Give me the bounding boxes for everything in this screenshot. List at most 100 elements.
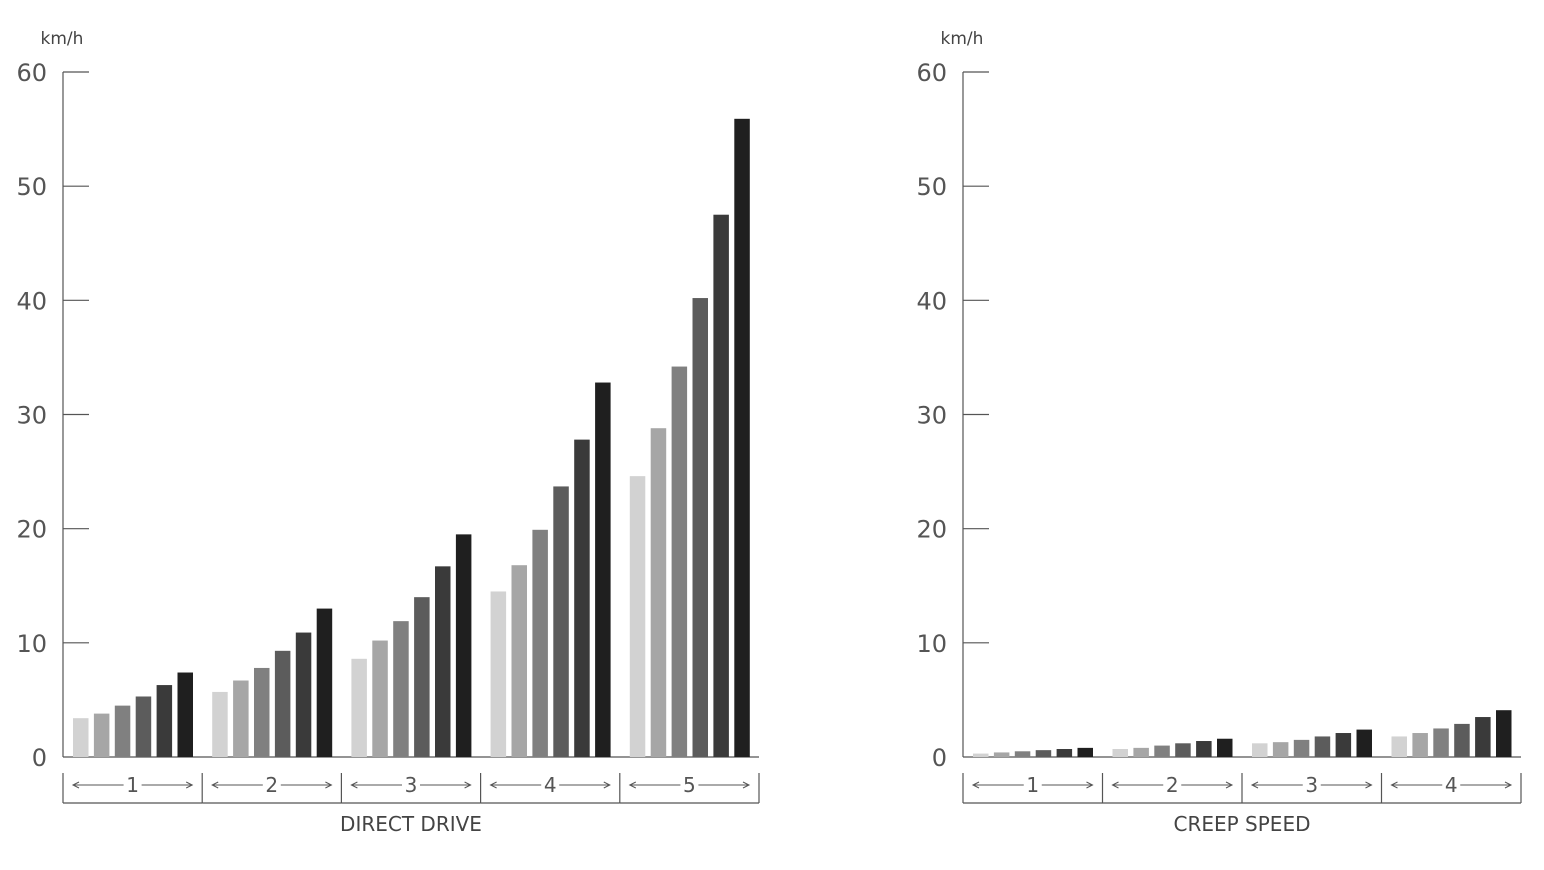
- y-tick-label: 50: [16, 173, 47, 201]
- bar-group-1-series-5: [156, 685, 173, 757]
- arrowhead-right: [325, 781, 333, 789]
- arrowhead-right: [464, 781, 472, 789]
- arrowhead-left: [1111, 781, 1119, 789]
- bar-group-5-series-5: [713, 214, 729, 758]
- bar-group-4-series-4: [1454, 723, 1470, 757]
- bar-group-4-series-6: [1496, 710, 1512, 757]
- unit-label: km/h: [41, 29, 84, 49]
- y-tick-label: 50: [916, 173, 947, 201]
- arrowhead-right: [1365, 781, 1373, 789]
- bar-group-1-series-6: [1077, 747, 1093, 757]
- bar-group-2-series-4: [1175, 743, 1191, 757]
- creep-speed-chart: km/h 0 10 20 30 40 50 60 1 2 3 4 CREEP SPEED: [916, 29, 1522, 836]
- bar-group-2-series-3: [254, 667, 270, 757]
- bar-group-1-series-6: [177, 672, 193, 757]
- direct-drive-chart: km/h 0 10 20 30 40 50 60 1 2 3 4 5 DIRECT DRIVE: [16, 29, 760, 836]
- y-tick-label: 60: [916, 59, 947, 87]
- bar-group-2-series-2: [233, 680, 249, 757]
- y-tick-label: 20: [16, 516, 47, 544]
- bar-group-1-series-2: [93, 713, 110, 757]
- arrowhead-left: [71, 781, 80, 789]
- bar-group-2-series-1: [212, 691, 228, 757]
- arrowhead-left: [350, 781, 358, 789]
- bar-group-4-series-3: [532, 529, 548, 757]
- arrowhead-right: [742, 781, 751, 789]
- y-tick-label: 10: [16, 630, 47, 658]
- arrowhead-right: [603, 781, 611, 789]
- bar-group-4-series-5: [574, 439, 590, 757]
- bar-group-2-series-1: [1112, 749, 1128, 757]
- bar-group-3-series-5: [1335, 733, 1352, 757]
- arrowhead-right: [1086, 781, 1094, 789]
- bar-group-4-series-2: [1412, 733, 1428, 757]
- bar-group-4-series-4: [553, 486, 569, 757]
- bar-group-5-series-2: [650, 428, 667, 757]
- group-label: 3: [1305, 773, 1318, 797]
- arrowhead-left: [211, 781, 219, 789]
- group-label: 1: [126, 773, 139, 797]
- bar-group-4-series-2: [511, 565, 527, 757]
- group-label: 4: [544, 773, 557, 797]
- bar-group-1-series-5: [1056, 749, 1073, 757]
- y-tick-label: 0: [932, 744, 947, 772]
- y-tick-label: 20: [916, 516, 947, 544]
- arrowhead-right: [185, 781, 194, 789]
- bar-group-2-series-6: [1217, 738, 1233, 757]
- bar-group-5-series-1: [629, 476, 646, 757]
- bar-group-4-series-6: [595, 382, 611, 757]
- x-axis-title: DIRECT DRIVE: [340, 812, 482, 836]
- y-tick-label: 60: [16, 59, 47, 87]
- x-axis-title: CREEP SPEED: [1174, 812, 1311, 836]
- group-label: 2: [265, 773, 278, 797]
- arrowhead-left: [489, 781, 497, 789]
- bar-group-2-series-4: [274, 650, 291, 757]
- bar-group-3-series-5: [435, 566, 451, 757]
- group-label: 1: [1026, 773, 1039, 797]
- bar-group-5-series-4: [692, 298, 708, 757]
- unit-label: km/h: [941, 29, 984, 49]
- bar-group-4-series-3: [1433, 728, 1449, 757]
- bar-group-3-series-1: [351, 658, 367, 757]
- bar-group-1-series-1: [73, 718, 89, 757]
- group-label: 3: [405, 773, 418, 797]
- bar-group-3-series-4: [1314, 736, 1331, 757]
- bar-group-2-series-6: [316, 608, 333, 757]
- bar-group-3-series-3: [1293, 739, 1310, 757]
- bar-group-1-series-2: [993, 752, 1010, 757]
- arrowhead-left: [971, 781, 980, 789]
- bar-group-2-series-3: [1154, 745, 1170, 757]
- y-tick-label: 30: [16, 402, 47, 430]
- group-label: 5: [683, 773, 696, 797]
- bar-group-3-series-6: [1356, 729, 1372, 757]
- bar-group-5-series-6: [734, 118, 750, 757]
- bar-group-3-series-3: [393, 621, 409, 757]
- bar-group-5-series-3: [671, 366, 688, 757]
- arrowhead-right: [1504, 781, 1513, 789]
- bar-group-2-series-2: [1133, 747, 1149, 757]
- y-tick-label: 40: [916, 287, 947, 315]
- bar-group-4-series-1: [490, 591, 507, 757]
- bar-group-3-series-1: [1252, 743, 1268, 757]
- group-label: 2: [1166, 773, 1179, 797]
- group-label: 4: [1445, 773, 1458, 797]
- bar-group-1-series-4: [135, 696, 152, 757]
- bar-group-1-series-4: [1035, 750, 1052, 757]
- bar-group-3-series-4: [414, 597, 430, 757]
- arrowhead-left: [628, 781, 637, 789]
- bar-group-3-series-2: [1272, 742, 1289, 757]
- arrowhead-right: [1225, 781, 1234, 789]
- arrowhead-left: [1250, 781, 1259, 789]
- arrowhead-left: [1390, 781, 1398, 789]
- bar-group-1-series-3: [1014, 751, 1031, 757]
- bar-group-3-series-2: [372, 640, 388, 757]
- y-tick-label: 10: [916, 630, 947, 658]
- y-tick-label: 30: [916, 402, 947, 430]
- bar-group-2-series-5: [1196, 741, 1212, 757]
- bar-group-2-series-5: [295, 632, 312, 757]
- bar-group-1-series-3: [114, 705, 131, 757]
- y-tick-label: 40: [16, 287, 47, 315]
- bar-group-4-series-5: [1475, 717, 1491, 757]
- bar-group-3-series-6: [455, 534, 472, 757]
- y-tick-label: 0: [32, 744, 47, 772]
